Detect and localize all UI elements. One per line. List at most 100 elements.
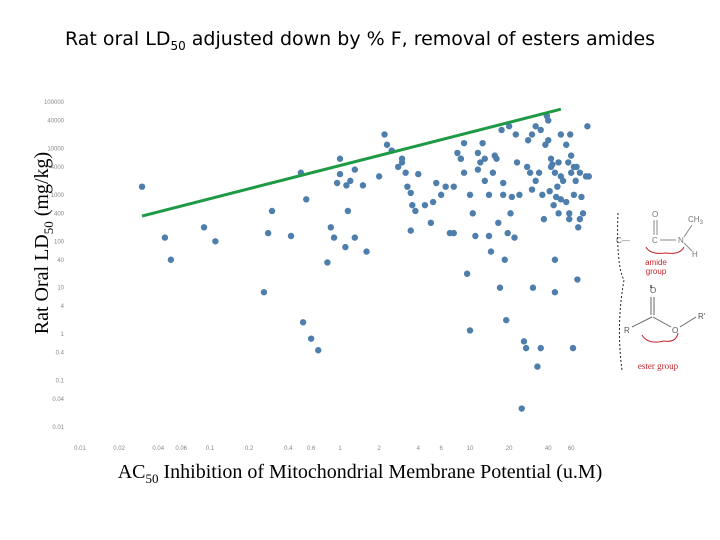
data-point — [522, 344, 530, 352]
data-point — [518, 405, 525, 412]
ester-atom-o: O — [672, 326, 678, 335]
data-point — [537, 126, 544, 134]
data-point — [409, 201, 416, 209]
data-point — [563, 198, 570, 206]
x-tick-label: 0.2 — [245, 446, 254, 452]
data-point — [529, 284, 537, 291]
data-point — [264, 229, 272, 237]
data-point — [540, 215, 548, 223]
data-point — [437, 191, 445, 199]
chart-title-main: Rat oral LD — [64, 28, 171, 50]
data-point — [551, 289, 559, 296]
data-point — [545, 137, 552, 144]
data-point — [344, 207, 352, 215]
data-point — [551, 256, 559, 263]
amide-atom-c: C — [652, 236, 658, 245]
data-point — [421, 201, 429, 209]
data-point — [528, 131, 536, 138]
x-tick-labels: 0.01 0.02 0.04 0.06 0.1 0.2 0.4 0.6 1 2 4 6 10 20 40 60 — [74, 446, 575, 452]
ester-structure: O R O R' — [624, 286, 706, 335]
x-tick-label: 0.1 — [206, 446, 215, 452]
data-point — [481, 155, 489, 162]
data-point — [523, 163, 531, 171]
data-point — [549, 161, 556, 168]
data-point — [327, 224, 335, 231]
data-point — [481, 177, 489, 185]
data-point — [485, 191, 493, 199]
data-point — [200, 224, 208, 231]
data-point — [574, 276, 581, 283]
data-point — [450, 229, 457, 237]
data-point — [513, 159, 521, 166]
ester-group-label: ester group — [638, 361, 679, 371]
data-point — [520, 338, 528, 345]
data-point — [268, 207, 276, 215]
data-point — [566, 215, 573, 223]
data-point — [550, 201, 557, 209]
data-point — [546, 187, 553, 195]
y-tick-label: 1000 — [51, 193, 65, 199]
data-point — [375, 173, 383, 180]
data-point — [565, 159, 572, 166]
data-point — [570, 191, 578, 199]
data-point — [563, 141, 570, 148]
data-point — [503, 316, 510, 324]
y-tick-labels: 100000 40000 10000 4000 1000 400 100 40 10 4 1 0.4 0… — [44, 100, 65, 431]
data-point — [532, 123, 539, 130]
data-point — [412, 207, 419, 215]
data-point — [433, 179, 440, 187]
data-point — [572, 177, 579, 185]
data-point — [555, 159, 562, 166]
data-point — [532, 177, 539, 185]
y-tick-label: 0.04 — [52, 397, 64, 403]
data-point — [557, 196, 565, 203]
data-point — [404, 183, 411, 190]
amide-group-label-1: amide — [645, 258, 667, 267]
data-point — [167, 256, 175, 263]
data-point — [402, 169, 409, 176]
data-point — [501, 256, 508, 263]
data-point — [299, 319, 307, 326]
data-point — [415, 170, 422, 178]
chemical-structures: O CH3 C— C N H amide group O R O R' este… — [616, 210, 706, 371]
ester-atom-r2: R' — [698, 312, 706, 321]
data-point — [555, 210, 562, 217]
data-point — [474, 149, 482, 157]
data-point — [307, 335, 315, 342]
amide-atom-c-left: C— — [616, 236, 630, 245]
data-point — [429, 198, 437, 206]
data-point — [479, 139, 486, 147]
ester-atom-r: R — [624, 326, 630, 335]
x-tick-label: 0.02 — [113, 446, 125, 452]
x-tick-label: 0.06 — [175, 446, 187, 452]
x-tick-label: 40 — [545, 446, 552, 452]
x-tick-label: 60 — [568, 446, 575, 452]
data-point — [347, 177, 354, 185]
data-point — [342, 243, 349, 251]
y-tick-label: 40000 — [47, 118, 64, 124]
data-point — [585, 173, 592, 180]
data-point — [557, 131, 565, 138]
data-point — [469, 210, 476, 217]
data-point — [363, 248, 370, 255]
y-tick-label: 40 — [57, 258, 64, 264]
y-tick-label: 0.4 — [56, 351, 65, 357]
x-tick-label: 10 — [467, 446, 474, 452]
data-point — [351, 166, 359, 173]
data-point — [505, 123, 513, 130]
y-tick-label: 1 — [61, 332, 65, 338]
x-axis-label-main: AC — [117, 461, 146, 483]
data-point — [287, 232, 295, 240]
data-point — [138, 183, 146, 190]
x-tick-label: 1 — [338, 446, 342, 452]
amide-group-label-2: group — [646, 267, 667, 276]
data-point — [524, 137, 532, 144]
data-point — [559, 177, 567, 185]
data-point — [463, 270, 471, 277]
x-axis-label-sub: 50 — [145, 471, 159, 486]
trend-line — [141, 107, 562, 218]
data-point — [512, 131, 519, 138]
data-point — [498, 126, 505, 134]
data-point — [466, 327, 474, 334]
